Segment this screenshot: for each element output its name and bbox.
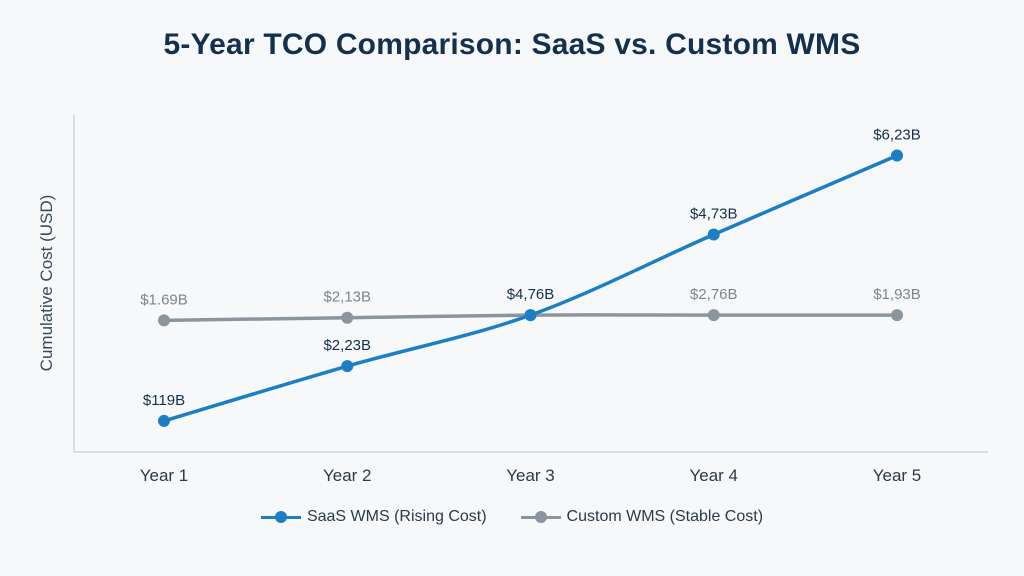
saas-data-point bbox=[341, 360, 354, 373]
saas-data-label: $119B bbox=[143, 392, 185, 409]
legend-item-custom: Custom WMS (Stable Cost) bbox=[520, 508, 764, 526]
custom-data-point bbox=[891, 309, 903, 322]
custom-data-point bbox=[707, 309, 720, 322]
chart-title: 5-Year TCO Comparison: SaaS vs. Custom W… bbox=[163, 28, 861, 61]
data-labels: $1.69B $2,13B $2,76B $1,93B $119B $2,23B $4,76… bbox=[140, 127, 921, 409]
legend-item-saas: SaaS WMS (Rising Cost) bbox=[260, 508, 487, 526]
legend-label-custom: Custom WMS (Stable Cost) bbox=[566, 508, 764, 525]
custom-data-point bbox=[158, 314, 170, 327]
legend: SaaS WMS (Rising Cost) Custom WMS (Stabl… bbox=[0, 508, 1024, 526]
x-tick-label: Year 5 bbox=[873, 466, 922, 485]
saas-data-label: $4,73B bbox=[690, 206, 738, 223]
saas-data-point bbox=[524, 309, 537, 322]
saas-data-point bbox=[707, 228, 720, 241]
x-tick-label: Year 1 bbox=[140, 466, 189, 485]
x-tick-label: Year 3 bbox=[506, 466, 555, 485]
custom-data-label: $1,93B bbox=[873, 286, 921, 303]
custom-data-label: $2,13B bbox=[323, 289, 371, 306]
legend-label-saas: SaaS WMS (Rising Cost) bbox=[306, 508, 487, 525]
axes bbox=[73, 115, 988, 453]
saas-data-point bbox=[158, 414, 170, 427]
saas-data-label: $2,23B bbox=[323, 337, 371, 354]
custom-data-label: $2,76B bbox=[690, 286, 738, 303]
custom-data-point bbox=[341, 311, 354, 324]
saas-data-label: $6,23B bbox=[873, 127, 921, 144]
legend-swatch-saas bbox=[260, 510, 301, 524]
custom-data-label: $1.69B bbox=[140, 291, 188, 308]
x-tick-label: Year 4 bbox=[689, 466, 738, 485]
x-tick-labels: Year 1 Year 2 Year 3 Year 4 Year 5 bbox=[140, 466, 922, 485]
legend-swatch-custom bbox=[520, 510, 561, 524]
saas-data-point bbox=[891, 149, 903, 162]
x-tick-label: Year 2 bbox=[323, 466, 372, 485]
series-points bbox=[158, 149, 903, 427]
saas-data-label: $4,76B bbox=[507, 286, 555, 303]
y-axis-label: Cumulative Cost (USD) bbox=[37, 195, 56, 372]
